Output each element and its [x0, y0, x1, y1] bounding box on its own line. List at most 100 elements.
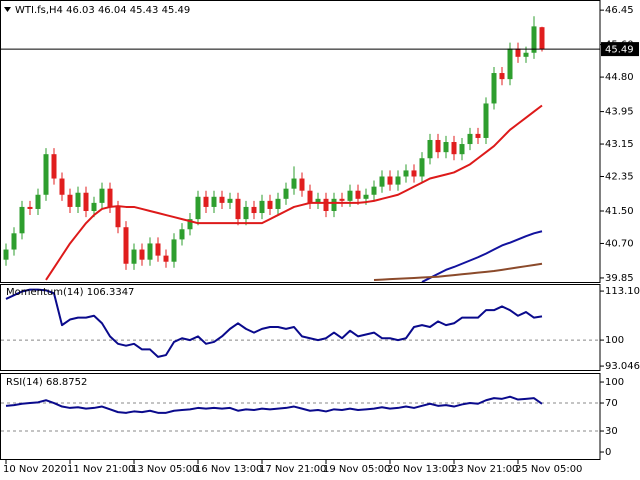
candle-body	[43, 154, 49, 195]
candle-body	[491, 73, 497, 104]
candle-body	[11, 233, 17, 250]
price-label-box	[601, 42, 639, 57]
y-tick-label: 113.1076	[605, 286, 640, 297]
candle-body	[451, 142, 457, 155]
candle-body	[227, 198, 233, 203]
panel-plot	[3, 16, 545, 282]
candle-body	[99, 188, 105, 203]
x-tick-label: 10 Nov 2020	[3, 464, 67, 475]
last-close: 45.49	[162, 5, 191, 16]
y-tick-label: 46.45	[605, 5, 634, 16]
indicator-line	[5, 395, 543, 414]
plot-layer: 46.4545.6044.8043.9543.1542.3541.5040.70…	[1, 5, 640, 475]
candle-body	[187, 219, 193, 230]
candle-body	[443, 142, 449, 153]
candle-body	[291, 178, 297, 189]
candle-body	[395, 176, 401, 185]
candle-body	[531, 26, 537, 53]
y-tick-label: 43.15	[605, 139, 634, 150]
x-tick-label: 13 Nov 05:00	[131, 464, 198, 475]
candle-body	[323, 198, 329, 211]
candle-body	[355, 190, 361, 199]
indicator-line	[45, 104, 543, 281]
candle-body	[387, 176, 393, 185]
x-tick-label: 19 Nov 05:00	[323, 464, 390, 475]
y-tick-label: 0	[605, 447, 611, 458]
y-tick-label: 93.0466	[605, 361, 640, 372]
y-tick-label: 100	[605, 377, 624, 388]
y-tick-label: 44.80	[605, 72, 634, 83]
candle-body	[211, 196, 217, 207]
x-tick-label: 11 Nov 21:00	[67, 464, 134, 475]
candle-body	[427, 139, 433, 159]
candle-body	[331, 198, 337, 211]
y-tick-label: 42.35	[605, 172, 634, 183]
candle-body	[411, 170, 417, 177]
candle-body	[203, 196, 209, 207]
candle-body	[115, 206, 121, 228]
candle-body	[347, 190, 353, 201]
symbol-header: WTI.fs,H4 46.03 46.04 45.43 45.49	[15, 5, 190, 16]
candle-body	[251, 206, 257, 214]
candle-body	[459, 144, 465, 155]
candle-body	[83, 192, 89, 211]
candle-body	[475, 133, 481, 138]
candle-body	[155, 243, 161, 256]
candle-body	[139, 249, 145, 260]
last-open: 46.03	[66, 5, 95, 16]
y-tick-label: 43.95	[605, 107, 634, 118]
candle-body	[131, 249, 137, 264]
rsi-title: RSI(14)	[6, 377, 43, 388]
candle-body	[171, 239, 177, 262]
panel-plot	[1, 288, 600, 358]
candle-body	[283, 188, 289, 199]
candle-body	[371, 186, 377, 195]
candle-body	[419, 158, 425, 177]
y-tick-label: 41.50	[605, 206, 634, 217]
x-tick-label: 20 Nov 13:00	[387, 464, 454, 475]
header: WTI.fs,H4 46.03 46.04 45.43 45.49 Moment…	[4, 5, 190, 388]
candle-body	[363, 194, 369, 199]
candle-body	[107, 188, 113, 207]
momentum-last: 106.3347	[87, 287, 135, 298]
y-tick-label: 40.70	[605, 238, 634, 249]
candle-body	[315, 198, 321, 203]
y-tick-label: 39.85	[605, 273, 634, 284]
candle-body	[539, 27, 545, 50]
y-tick-label: 30	[605, 426, 618, 437]
rsi-panel	[0, 373, 601, 460]
candle-body	[19, 206, 25, 234]
last-high: 46.04	[98, 5, 127, 16]
x-tick-label: 16 Nov 13:00	[195, 464, 262, 475]
candle-body	[35, 194, 41, 209]
x-tick-label: 25 Nov 05:00	[515, 464, 582, 475]
indicator-line	[5, 288, 543, 358]
candle-body	[75, 192, 81, 207]
candle-body	[243, 206, 249, 220]
panel-frames	[0, 0, 601, 460]
candle-body	[123, 227, 129, 264]
candle-body	[179, 229, 185, 240]
indicator-line	[421, 230, 543, 282]
candle-body	[219, 196, 225, 203]
candle-body	[467, 133, 473, 145]
y-tick-label: 70	[605, 398, 618, 409]
candle-body	[267, 200, 273, 209]
candle-body	[299, 178, 305, 191]
candle-body	[27, 206, 33, 209]
candle-body	[59, 178, 65, 195]
x-tick-label: 23 Nov 21:00	[451, 464, 518, 475]
candle-body	[379, 176, 385, 187]
candle-body	[3, 249, 9, 260]
rsi-last: 68.8752	[46, 377, 87, 388]
rsi-label: RSI(14) 68.8752	[6, 377, 87, 388]
candle-body	[259, 200, 265, 214]
momentum-panel	[0, 284, 601, 371]
candle-body	[507, 48, 513, 80]
y-tick-label: 100	[605, 335, 624, 346]
candle-body	[307, 190, 313, 203]
main-panel	[0, 0, 601, 283]
panel-plot	[1, 395, 600, 432]
